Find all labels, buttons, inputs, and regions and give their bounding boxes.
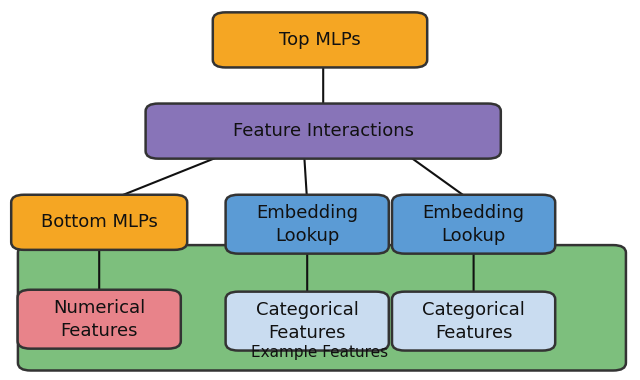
Text: Example Features: Example Features	[252, 345, 388, 360]
FancyBboxPatch shape	[18, 245, 626, 370]
FancyBboxPatch shape	[146, 104, 501, 159]
Text: Categorical
Features: Categorical Features	[422, 301, 525, 342]
FancyBboxPatch shape	[392, 292, 555, 350]
Text: Bottom MLPs: Bottom MLPs	[41, 213, 157, 231]
Text: Categorical
Features: Categorical Features	[256, 301, 358, 342]
Text: Numerical
Features: Numerical Features	[53, 299, 145, 340]
Text: Feature Interactions: Feature Interactions	[233, 122, 413, 140]
FancyBboxPatch shape	[226, 292, 388, 350]
FancyBboxPatch shape	[226, 195, 388, 254]
Text: Top MLPs: Top MLPs	[279, 31, 361, 49]
FancyBboxPatch shape	[392, 195, 555, 254]
FancyBboxPatch shape	[212, 12, 428, 68]
FancyBboxPatch shape	[18, 290, 181, 349]
Text: Embedding
Lookup: Embedding Lookup	[422, 204, 525, 245]
Text: Embedding
Lookup: Embedding Lookup	[256, 204, 358, 245]
FancyBboxPatch shape	[12, 195, 187, 250]
